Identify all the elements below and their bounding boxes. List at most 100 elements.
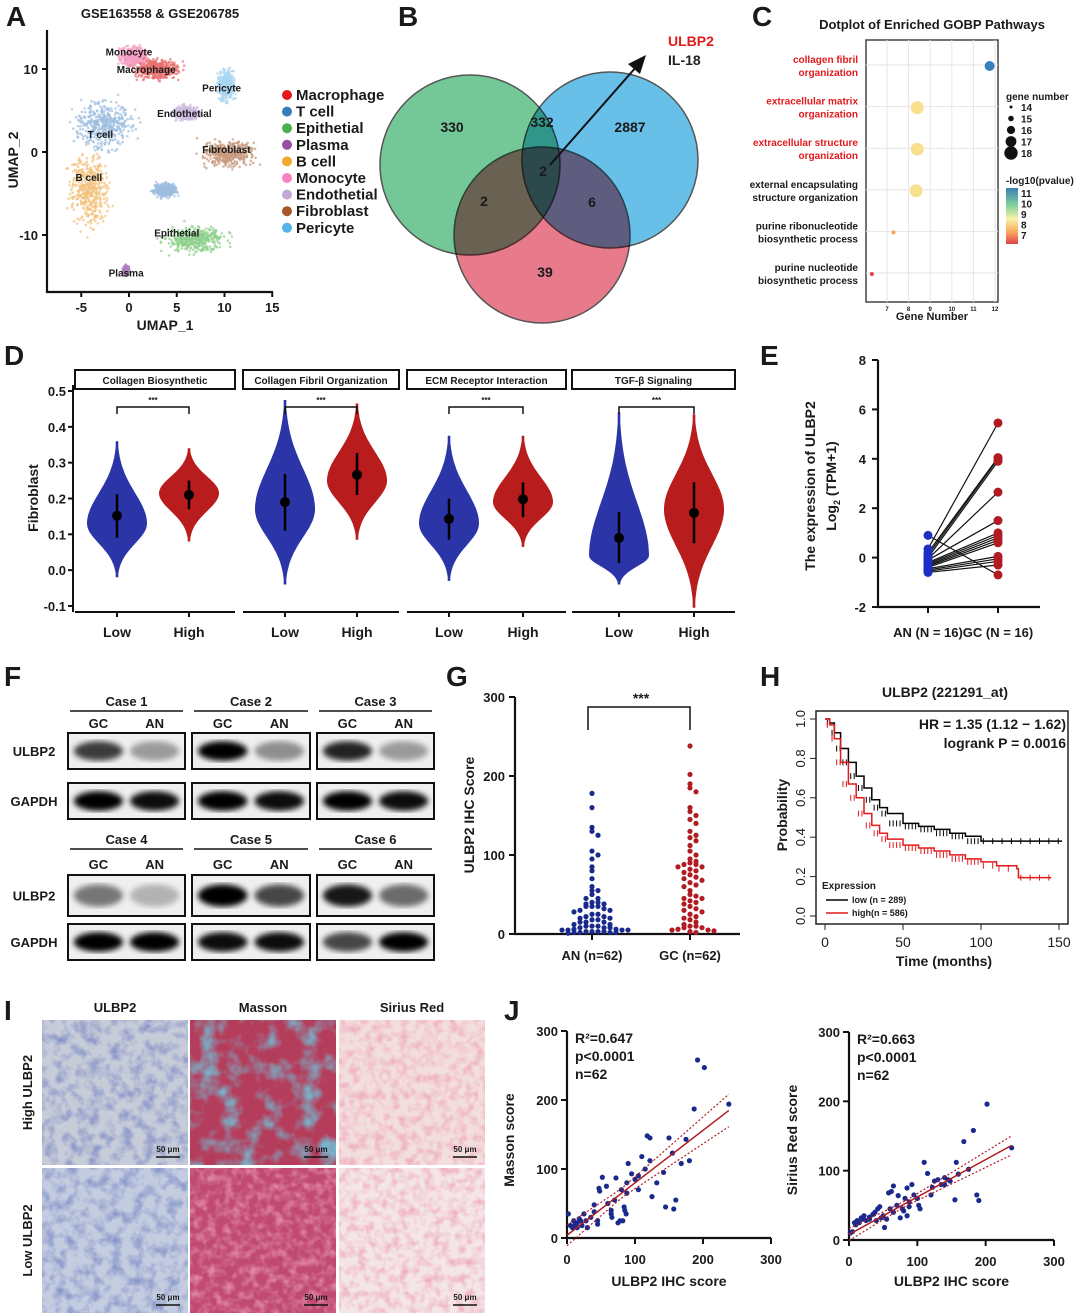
blot-row-label: GAPDH (11, 935, 58, 950)
umap-point (106, 107, 109, 110)
size-legend-title: gene number (1006, 92, 1069, 103)
legend-swatch (282, 189, 292, 200)
scatter-point (881, 1224, 888, 1231)
umap-point (218, 77, 222, 80)
violin-median-dot (184, 489, 194, 500)
umap-point (121, 136, 125, 140)
umap-point (77, 159, 80, 162)
umap-point (228, 163, 231, 167)
umap-point (103, 105, 107, 108)
umap-point (117, 132, 121, 136)
umap-point (90, 99, 93, 103)
umap-point (81, 124, 85, 127)
gc-point (699, 864, 705, 870)
umap-point (101, 192, 104, 196)
x-tick-label: 300 (760, 1252, 782, 1267)
umap-point (234, 96, 237, 100)
umap-point (161, 191, 165, 195)
pair-line (927, 457, 999, 554)
y-tick-label: 100 (483, 848, 505, 863)
umap-point (203, 245, 207, 249)
umap-point (164, 59, 167, 63)
umap-point (78, 186, 82, 189)
blot-band (379, 741, 429, 761)
blot-band (379, 884, 429, 907)
x-tick-label: 5 (173, 300, 180, 315)
x-tick-label: 0 (563, 1252, 570, 1267)
umap-point (75, 130, 79, 133)
umap-point (76, 135, 79, 139)
umap-point (177, 70, 181, 74)
an-point (607, 907, 613, 913)
umap-point (214, 232, 217, 235)
x-tick-label: 150 (1047, 934, 1071, 950)
umap-point (154, 180, 158, 184)
umap-point (99, 199, 102, 202)
panel-label-a: A (6, 1, 26, 32)
violin-median-dot (444, 513, 454, 524)
umap-point (111, 204, 114, 208)
umap-point (78, 218, 81, 221)
x-tick-label: 100 (969, 934, 993, 950)
blot-band (197, 791, 248, 811)
umap-point (97, 155, 100, 158)
ihc-ylabel: ULBP2 IHC Score (461, 756, 477, 873)
umap-point (98, 196, 101, 199)
dotplot-title: Dotplot of Enriched GOBP Pathways (819, 17, 1045, 32)
legend-label: Fibroblast (296, 203, 369, 220)
umap-point (76, 124, 80, 128)
umap-point (258, 163, 262, 166)
umap-point (84, 223, 88, 227)
scatter-point (904, 1213, 910, 1219)
an-point (601, 914, 607, 920)
blot-band (73, 741, 123, 761)
umap-point (109, 117, 113, 121)
umap-point (99, 178, 102, 182)
size-legend-label: 14 (1021, 103, 1033, 114)
umap-point (96, 142, 100, 145)
venn-count-red_only: 39 (537, 264, 553, 280)
umap-point (77, 162, 80, 166)
umap-point (209, 225, 213, 229)
umap-point (105, 196, 109, 200)
umap-point (74, 116, 78, 119)
umap-point (81, 127, 85, 131)
size-legend-label: 15 (1021, 115, 1033, 126)
umap-point (97, 173, 101, 176)
umap-point (159, 240, 163, 244)
umap-point (138, 43, 141, 47)
umap-point (86, 126, 90, 130)
umap-point (100, 202, 103, 205)
umap-point (70, 107, 74, 111)
umap-point (93, 148, 97, 152)
umap-point (89, 219, 93, 222)
umap-point (102, 112, 106, 116)
y-tick-label: 200 (483, 769, 505, 784)
legend-label: Macrophage (296, 87, 384, 104)
umap-point (78, 128, 82, 131)
umap-point (128, 117, 132, 121)
umap-point (206, 248, 210, 252)
blot-band (254, 884, 305, 907)
an-point (589, 929, 595, 935)
facet-title: Collagen Fibril Organization (254, 376, 387, 387)
gc-point (687, 923, 693, 929)
umap-point (105, 119, 109, 123)
pathway-label: extracellular structure (753, 138, 858, 149)
umap-cluster-label: Plasma (109, 269, 144, 280)
umap-point (145, 59, 148, 62)
umap-cluster-label: Endothetial (157, 109, 212, 120)
legend-swatch (282, 139, 292, 150)
umap-point (89, 170, 93, 173)
umap-point (85, 160, 89, 164)
size-legend-dot (1004, 146, 1018, 160)
panel-label-b: B (398, 1, 418, 32)
umap-point (87, 106, 90, 110)
blot-band (379, 932, 429, 952)
umap-point (97, 129, 101, 132)
umap-point (71, 197, 75, 200)
gc-point (993, 516, 1003, 526)
an-point (577, 915, 583, 921)
umap-point (85, 136, 89, 140)
